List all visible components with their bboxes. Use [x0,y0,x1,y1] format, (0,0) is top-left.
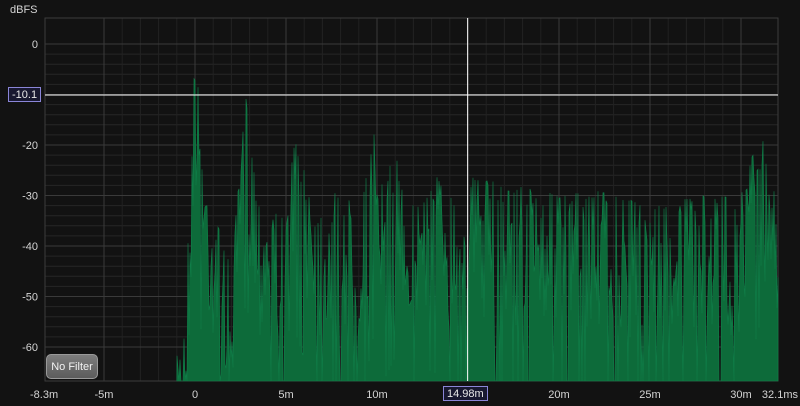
x-tick-label: 0 [192,389,198,401]
x-tick-label: 20m [548,389,569,401]
impulse-trace-path [176,77,779,382]
x-tick-label: 10m [366,389,387,401]
x-axis-ticks: -8.3m -5m 0 5m 10m 20m 25m 30m 32.1ms [30,389,798,401]
y-axis-unit-label: dBFS [10,4,38,16]
cursor-y-readout: -10.1 [8,87,42,102]
impulse-trace [176,77,779,382]
x-tick-label: 30m [730,389,751,401]
cursor-crosshair [45,18,778,381]
no-filter-button[interactable]: No Filter [46,354,98,379]
y-tick-label: 0 [32,39,38,51]
y-tick-label: -60 [22,342,38,354]
x-tick-label: 5m [278,389,293,401]
y-tick-label: -50 [22,292,38,304]
x-tick-label: -5m [95,389,114,401]
x-tick-label: -8.3m [30,389,58,401]
y-tick-label: -40 [22,241,38,253]
cursor-x-readout: 14.98m [443,386,488,401]
x-tick-label: 32.1ms [762,389,799,401]
x-tick-label: 25m [639,389,660,401]
y-tick-label: -30 [22,191,38,203]
y-axis-ticks: 0-10-20-30-40-50-60 [22,39,38,354]
y-tick-label: -20 [22,140,38,152]
